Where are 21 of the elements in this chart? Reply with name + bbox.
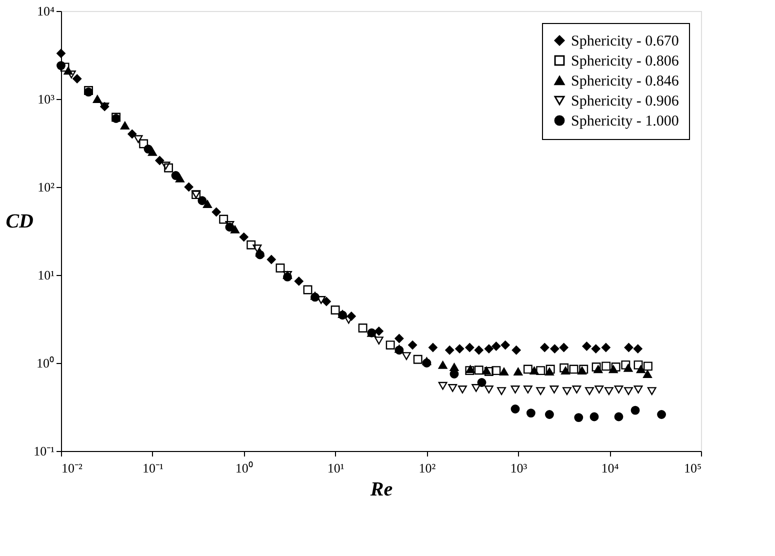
y-tick-label: 10⁻¹ <box>34 444 55 458</box>
x-tick-label: 10⁻¹ <box>142 460 164 476</box>
y-axis-title: CD <box>6 210 34 232</box>
x-tick-label: 10⁴ <box>601 460 620 476</box>
y-tick-label: 10³ <box>38 92 55 106</box>
y-tick-label: 10² <box>38 180 55 194</box>
legend-label: Sphericity - 0.806 <box>571 54 680 70</box>
legend-label: Sphericity - 0.670 <box>571 34 679 50</box>
y-tick-label: 10¹ <box>38 268 55 282</box>
x-tick-label: 10⁻² <box>62 460 82 476</box>
y-tick-label: 10⁰ <box>36 356 54 370</box>
x-tick-label: 10⁰ <box>235 460 254 476</box>
x-tick-label: 10¹ <box>327 460 344 476</box>
legend-label: Sphericity - 1.000 <box>571 114 679 130</box>
x-axis-title: Re <box>369 478 393 500</box>
legend-label: Sphericity - 0.846 <box>571 74 680 90</box>
x-tick-label: 10⁵ <box>684 460 702 476</box>
x-tick-label: 10² <box>418 460 436 476</box>
legend-label: Sphericity - 0.906 <box>571 94 680 110</box>
x-tick-label: 10³ <box>510 460 528 476</box>
y-tick-label: 10⁴ <box>36 4 55 18</box>
